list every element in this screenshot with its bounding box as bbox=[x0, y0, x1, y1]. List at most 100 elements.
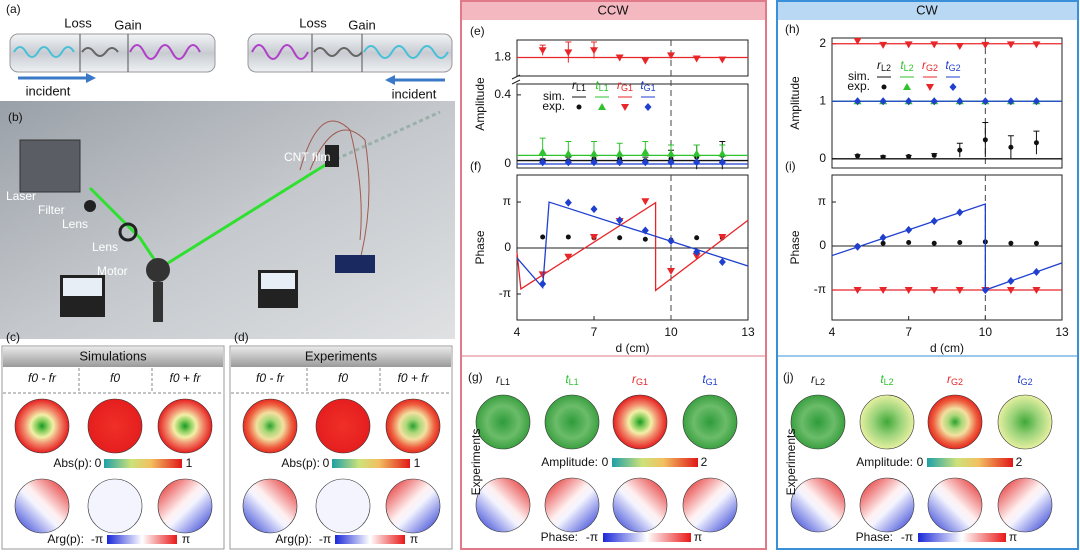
x-tick-label: 4 bbox=[514, 325, 521, 339]
marker bbox=[904, 287, 913, 295]
y-axis-label: Phase bbox=[473, 230, 487, 264]
marker bbox=[718, 158, 726, 167]
marker bbox=[879, 41, 888, 49]
marker bbox=[1008, 144, 1014, 150]
text-part: t bbox=[1017, 372, 1021, 386]
marker bbox=[667, 149, 675, 157]
colorbar-min: -π bbox=[586, 530, 598, 544]
x-axis-label: d (cm) bbox=[930, 341, 964, 355]
cw-title: CW bbox=[916, 2, 938, 17]
motor bbox=[146, 258, 170, 282]
marker bbox=[930, 41, 939, 49]
marker bbox=[931, 152, 937, 158]
amplitude-map bbox=[790, 394, 846, 450]
colorbar-min: -π bbox=[901, 530, 913, 544]
marker bbox=[565, 234, 571, 240]
waveguide bbox=[9, 33, 216, 73]
marker bbox=[538, 47, 547, 55]
column-header: rL2 bbox=[811, 372, 825, 387]
marker bbox=[692, 253, 701, 261]
marker bbox=[642, 236, 648, 242]
marker bbox=[905, 97, 913, 106]
column-header: rG2 bbox=[947, 372, 963, 387]
marker bbox=[956, 208, 964, 217]
legend-row-label: exp. bbox=[542, 99, 565, 113]
beam-out bbox=[329, 110, 441, 164]
marker bbox=[693, 247, 701, 256]
text-part: G1 bbox=[644, 83, 656, 93]
marker bbox=[957, 240, 963, 246]
column-header: tG2 bbox=[1017, 372, 1032, 387]
legend-marker bbox=[621, 104, 629, 111]
colorbar-title: Abs(p): bbox=[53, 456, 92, 470]
cw-frame bbox=[776, 0, 1079, 550]
marker bbox=[930, 97, 938, 106]
plot-frame bbox=[831, 174, 1063, 321]
legend-entry: rL1 bbox=[572, 78, 586, 93]
marker bbox=[617, 235, 623, 241]
marker bbox=[1008, 240, 1014, 246]
arg-map bbox=[242, 478, 298, 534]
legend-marker bbox=[903, 83, 911, 90]
colorbar-title: Phase: bbox=[541, 530, 578, 544]
loss-label: Loss bbox=[64, 15, 92, 30]
laser-box bbox=[19, 139, 81, 193]
column-header: rG1 bbox=[632, 372, 648, 387]
text-part: L1 bbox=[569, 377, 579, 387]
legend-row-label: sim. bbox=[848, 69, 870, 83]
panel-frame bbox=[1, 345, 225, 550]
marker bbox=[879, 287, 888, 295]
text-part: L2 bbox=[815, 377, 825, 387]
marker bbox=[1007, 277, 1015, 286]
filter bbox=[84, 200, 96, 212]
marker bbox=[641, 198, 650, 206]
marker bbox=[667, 236, 675, 245]
amplitude-map bbox=[612, 394, 668, 450]
x-tick-label: 13 bbox=[1055, 325, 1069, 339]
marker bbox=[564, 49, 573, 57]
marker bbox=[590, 158, 598, 167]
text-part: L1 bbox=[576, 83, 586, 93]
colorbar-title: Arg(p): bbox=[275, 532, 312, 546]
marker bbox=[693, 158, 701, 167]
marker bbox=[667, 267, 675, 275]
marker bbox=[1033, 140, 1039, 146]
marker bbox=[641, 158, 649, 167]
abs-map bbox=[14, 398, 70, 454]
marker bbox=[694, 235, 700, 241]
text-part: t bbox=[702, 372, 706, 386]
panel-header bbox=[3, 347, 223, 367]
part-label: Lens bbox=[62, 217, 88, 231]
marker bbox=[906, 153, 912, 159]
text-part: G2 bbox=[949, 63, 961, 73]
fibers bbox=[309, 129, 370, 261]
legend-entry: rG2 bbox=[922, 58, 938, 73]
panel-label: (i) bbox=[785, 159, 796, 173]
column-header: tL1 bbox=[565, 372, 578, 387]
panel-label: (c) bbox=[6, 330, 20, 344]
colorbar-title: Arg(p): bbox=[47, 532, 84, 546]
text-part: t bbox=[595, 78, 599, 92]
abs-map bbox=[315, 398, 371, 454]
marker bbox=[667, 52, 675, 60]
marker bbox=[615, 149, 624, 157]
x-tick-label: 10 bbox=[979, 325, 993, 339]
text-part: r bbox=[811, 372, 816, 386]
arg-map bbox=[315, 478, 371, 534]
column-header: f0 - fr bbox=[256, 371, 285, 385]
abs-map bbox=[242, 398, 298, 454]
arg-map bbox=[385, 478, 441, 534]
column-header: tG1 bbox=[702, 372, 717, 387]
text-part: G1 bbox=[706, 377, 718, 387]
loss-label: Loss bbox=[299, 15, 327, 30]
colorbar bbox=[927, 458, 1013, 467]
marker bbox=[590, 205, 598, 214]
text-part: t bbox=[565, 372, 569, 386]
marker bbox=[538, 271, 547, 279]
colorbar bbox=[612, 458, 698, 467]
marker bbox=[564, 253, 573, 261]
marker bbox=[539, 279, 547, 288]
x-tick-label: 7 bbox=[905, 325, 912, 339]
panel-title: Simulations bbox=[79, 348, 147, 363]
part-label: Filter bbox=[38, 203, 65, 217]
